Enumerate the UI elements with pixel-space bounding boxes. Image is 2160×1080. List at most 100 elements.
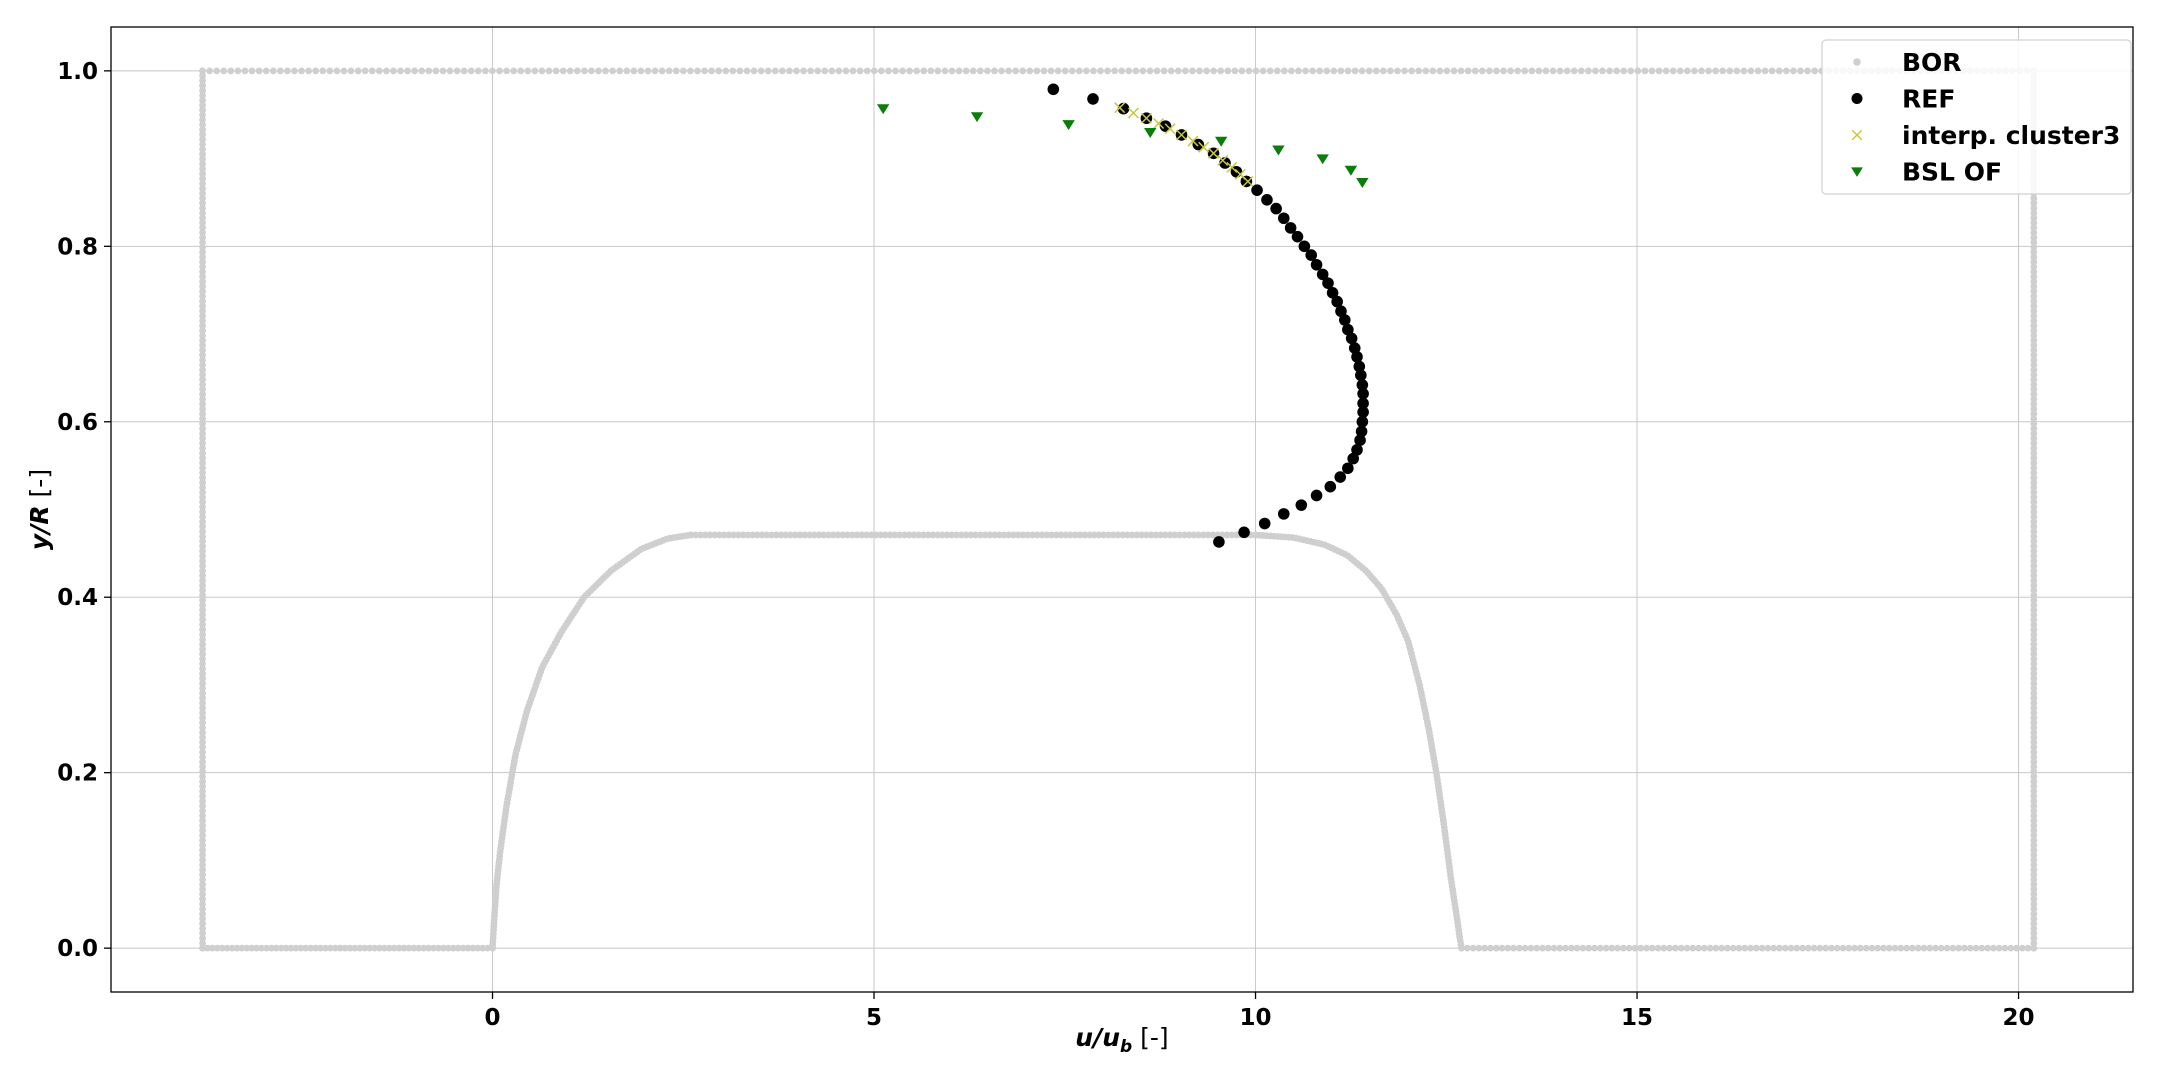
- bor-point: [425, 944, 433, 952]
- bor-point: [2018, 944, 2026, 952]
- bor-point: [199, 484, 206, 491]
- bor-point: [1978, 944, 1986, 952]
- bor-point: [2030, 537, 2038, 545]
- bor-point: [199, 341, 206, 349]
- bor-point: [1146, 67, 1154, 75]
- bor-point: [1245, 67, 1253, 75]
- bor-point: [1729, 944, 1737, 952]
- bor-point: [366, 944, 374, 952]
- bor-point: [1914, 944, 1922, 952]
- bor-point: [820, 531, 828, 539]
- bor-point: [258, 944, 265, 952]
- bor-point: [877, 67, 885, 75]
- bor-point: [1770, 944, 1778, 952]
- bor-point: [915, 531, 923, 539]
- bor-point: [1643, 944, 1650, 952]
- bor-point: [1493, 67, 1500, 75]
- bor-point: [986, 531, 994, 539]
- ref-point: [1353, 360, 1366, 373]
- bor-point: [2030, 596, 2038, 604]
- bor-point: [1081, 531, 1089, 539]
- bor-point: [1577, 67, 1585, 75]
- bor-point: [2030, 631, 2038, 638]
- bor-point: [1280, 67, 1288, 75]
- bor-point: [1153, 67, 1161, 75]
- bor-point: [848, 531, 856, 539]
- bor-point: [2030, 288, 2038, 295]
- bor-point: [354, 67, 362, 75]
- legend-marker-bsl-of: [1851, 167, 1863, 177]
- bor-point: [199, 322, 206, 330]
- bor-point: [995, 531, 1003, 539]
- bor-point: [1768, 67, 1776, 75]
- y-tick-label: 0.4: [57, 585, 98, 611]
- bor-point: [882, 531, 889, 539]
- x-axis-label-subscript: b: [1120, 1037, 1132, 1057]
- bor-point: [1943, 944, 1951, 952]
- bor-point: [199, 82, 206, 89]
- bor-point: [199, 145, 206, 153]
- bor-point: [199, 797, 206, 805]
- ref-point: [1298, 240, 1311, 253]
- bor-point: [1161, 531, 1169, 539]
- ref-point: [1270, 202, 1282, 215]
- bor-point: [1033, 67, 1041, 75]
- ref-point: [1342, 323, 1354, 336]
- bor-point: [199, 915, 206, 923]
- bor-point: [2030, 616, 2038, 624]
- bor-point: [1040, 67, 1048, 75]
- bor-point: [2030, 513, 2038, 521]
- bor-point: [2030, 910, 2038, 918]
- bor-point: [1076, 531, 1084, 539]
- bor-point: [368, 67, 376, 75]
- bor-point: [199, 435, 206, 442]
- ref-point: [1355, 425, 1368, 438]
- bor-point: [2030, 822, 2038, 830]
- legend-box: [1821, 39, 2132, 195]
- bsl-of-point: [1214, 136, 1228, 147]
- bor-point: [1095, 531, 1103, 539]
- bor-point: [1719, 67, 1727, 75]
- bor-point: [1989, 944, 1997, 952]
- bor-point: [1932, 944, 1939, 952]
- bor-point: [967, 531, 975, 539]
- bor-point: [1029, 531, 1036, 539]
- bor-point: [425, 67, 433, 75]
- ref-point: [1348, 342, 1361, 354]
- bor-point: [1071, 531, 1079, 539]
- bor-point: [317, 944, 324, 952]
- bor-point: [630, 67, 638, 75]
- bor-point: [957, 531, 965, 539]
- series-bsl-of: [876, 104, 1369, 188]
- bor-point: [248, 944, 256, 952]
- bor-point: [199, 684, 206, 692]
- bor-point: [1475, 944, 1483, 952]
- bor-point: [2030, 885, 2038, 893]
- bor-point: [1648, 944, 1656, 952]
- bor-point: [253, 944, 261, 952]
- bor-point: [2030, 871, 2038, 879]
- ref-point: [1326, 287, 1339, 299]
- bor-point: [287, 944, 295, 952]
- legend-marker-bor: [1853, 58, 1861, 66]
- bor-point: [199, 439, 206, 447]
- bor-point: [1124, 531, 1131, 539]
- ref-point: [1047, 83, 1060, 96]
- bor-point: [2030, 518, 2038, 526]
- ref-point: [1213, 536, 1225, 548]
- bor-point: [2030, 773, 2038, 781]
- bor-point: [772, 531, 780, 539]
- bor-point: [2030, 283, 2038, 290]
- bor-point: [722, 67, 730, 75]
- bor-point: [390, 944, 398, 952]
- bor-point: [2030, 577, 2038, 584]
- legend-label-interp-cluster3: interp. cluster3: [1902, 121, 2120, 150]
- bor-point: [1510, 944, 1517, 952]
- bor-point: [1128, 531, 1136, 539]
- bor-point: [1062, 531, 1070, 539]
- bor-point: [1527, 944, 1535, 952]
- interp-cluster3-point: [1217, 154, 1229, 166]
- bor-point: [1544, 944, 1552, 952]
- bor-point: [199, 660, 206, 668]
- bor-point: [199, 400, 206, 408]
